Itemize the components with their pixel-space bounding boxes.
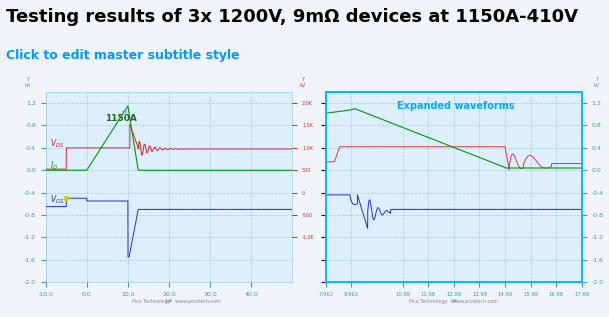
Text: Pico Technology   www.picotech.com: Pico Technology www.picotech.com <box>132 299 221 304</box>
X-axis label: μs: μs <box>450 298 457 303</box>
Text: 1150A: 1150A <box>105 109 137 123</box>
Text: Click to edit master subtitle style: Click to edit master subtitle style <box>6 49 240 62</box>
Text: Expanded waveforms: Expanded waveforms <box>398 101 515 112</box>
Text: Y
kV: Y kV <box>299 77 305 88</box>
Text: Pico Technology   www.picotech.com: Pico Technology www.picotech.com <box>409 299 498 304</box>
Text: $V_{DS}$: $V_{DS}$ <box>50 137 65 150</box>
X-axis label: μs: μs <box>166 298 172 303</box>
Text: Testing results of 3x 1200V, 9mΩ devices at 1150A-410V: Testing results of 3x 1200V, 9mΩ devices… <box>6 8 578 26</box>
Text: $I_D$: $I_D$ <box>50 159 58 171</box>
Text: Y
kV: Y kV <box>594 77 600 88</box>
Text: Y
kA: Y kA <box>24 77 30 88</box>
Text: $V_{GS}$: $V_{GS}$ <box>50 194 65 206</box>
